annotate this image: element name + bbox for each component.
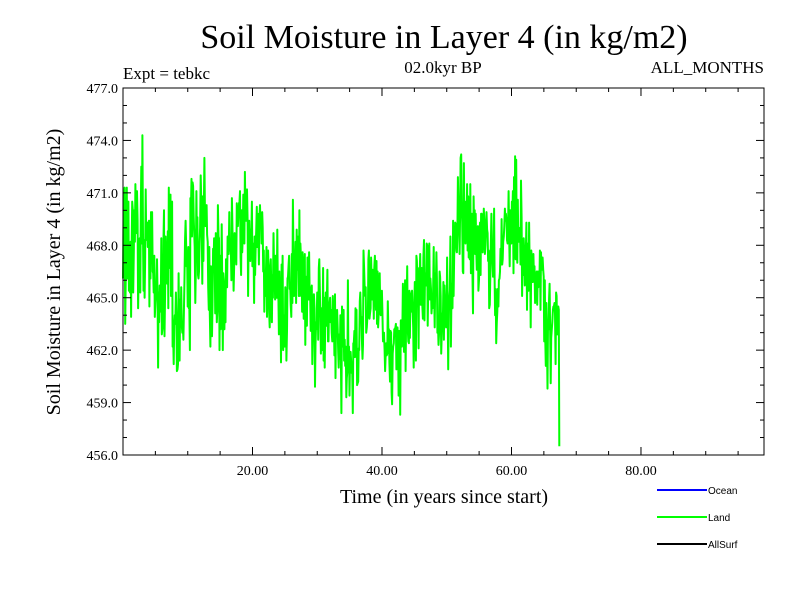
period-label: 02.0kyr BP <box>404 58 481 77</box>
experiment-label: Expt = tebkc <box>123 64 210 83</box>
y-tick-label: 468.0 <box>87 239 119 254</box>
y-tick-label: 471.0 <box>87 187 119 202</box>
y-tick-label: 474.0 <box>87 134 119 149</box>
months-label: ALL_MONTHS <box>651 58 764 77</box>
x-tick-label: 80.00 <box>625 464 657 479</box>
legend-label-ocean: Ocean <box>708 486 737 497</box>
series-layer <box>122 134 561 447</box>
y-tick-label: 477.0 <box>87 82 119 97</box>
ticks-layer: 456.0 459.0 462.0 465.0 468.0 471.0 474.0 477.0… <box>87 82 764 479</box>
x-tick-label: 60.00 <box>496 464 528 479</box>
chart-title: Soil Moisture in Layer 4 (in kg/m2) <box>200 19 687 56</box>
series-line-land <box>122 134 561 447</box>
plot-frame <box>122 87 765 456</box>
legend-label-allsurf: AllSurf <box>708 540 738 551</box>
legend-label-land: Land <box>708 513 730 524</box>
x-tick-label: 40.00 <box>366 464 398 479</box>
y-tick-label: 459.0 <box>87 397 119 412</box>
y-tick-label: 456.0 <box>87 449 119 464</box>
x-tick-label: 20.00 <box>237 464 269 479</box>
y-tick-label: 465.0 <box>87 292 119 307</box>
y-tick-label: 462.0 <box>87 344 119 359</box>
legend: Ocean Land AllSurf <box>657 486 738 551</box>
y-axis-label: Soil Moisture in Layer 4 (in kg/m2) <box>43 129 65 416</box>
x-axis-label: Time (in years since start) <box>340 486 548 508</box>
